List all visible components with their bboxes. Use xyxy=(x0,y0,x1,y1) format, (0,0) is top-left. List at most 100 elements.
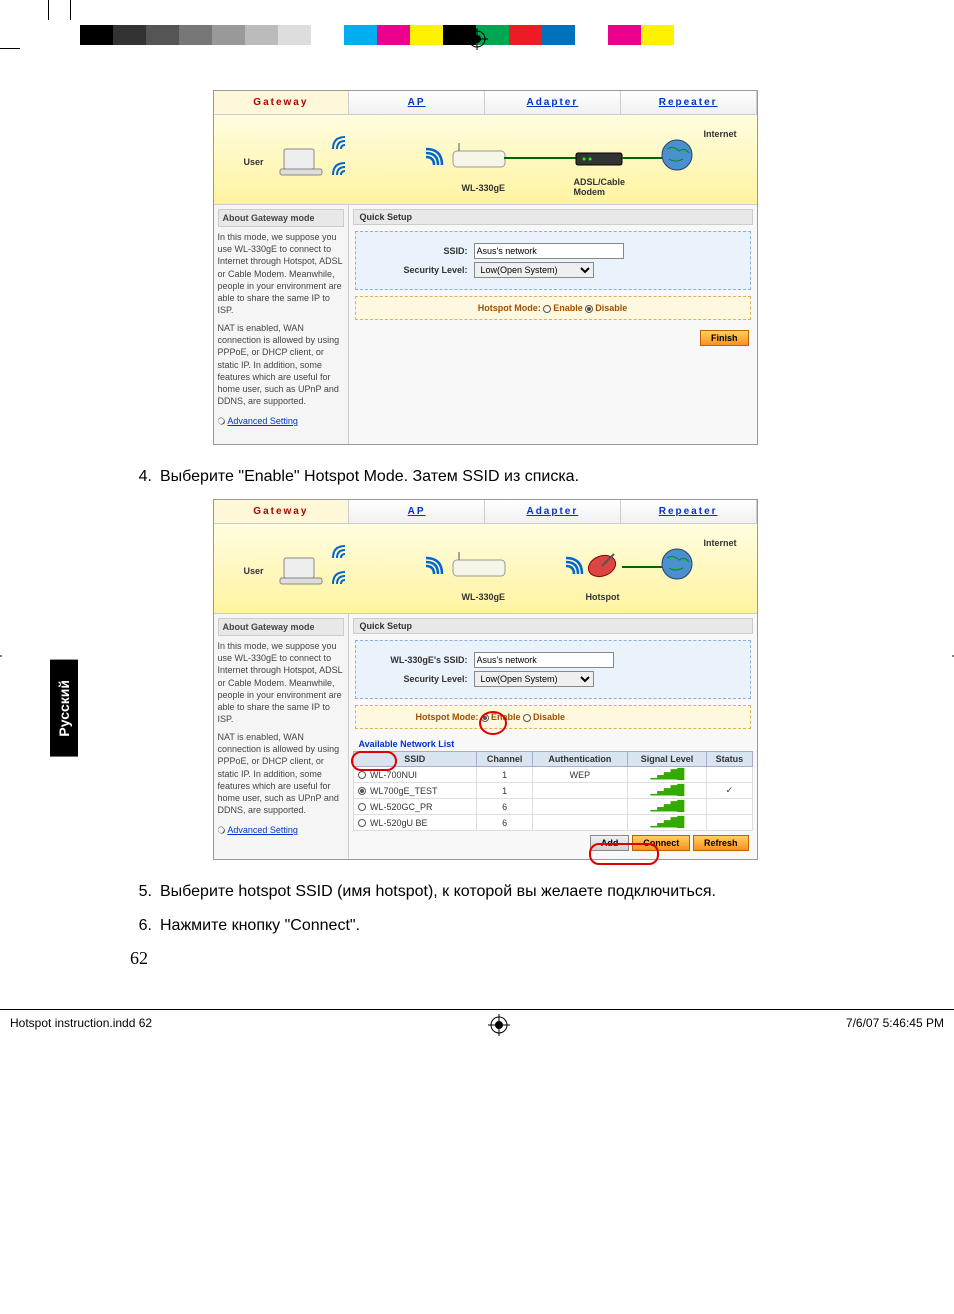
color-swatch xyxy=(179,25,212,45)
network-list-title: Available Network List xyxy=(353,735,753,751)
wifi-icon xyxy=(414,145,446,169)
sidebar-panel: About Gateway mode In this mode, we supp… xyxy=(214,205,349,444)
screenshot-1: Gateway AP Adapter Repeater User WL-330g… xyxy=(213,90,758,445)
laptop-icon xyxy=(276,554,326,590)
security-select[interactable]: Low(Open System) xyxy=(474,671,594,687)
tab-gateway[interactable]: Gateway xyxy=(214,500,350,523)
color-swatch xyxy=(311,25,344,45)
tab-ap[interactable]: AP xyxy=(349,500,485,523)
tab-repeater[interactable]: Repeater xyxy=(621,500,757,523)
tab-gateway[interactable]: Gateway xyxy=(214,91,350,114)
sidebar-title: About Gateway mode xyxy=(218,209,344,227)
tab-adapter[interactable]: Adapter xyxy=(485,91,621,114)
color-swatch xyxy=(212,25,245,45)
print-footer: Hotspot instruction.indd 62 7/6/07 5:46:… xyxy=(0,1009,954,1042)
label-user: User xyxy=(244,157,264,167)
footer-timestamp: 7/6/07 5:46:45 PM xyxy=(846,1016,944,1036)
step-6: 6. Нажмите кнопку "Connect". xyxy=(130,914,840,938)
table-row[interactable]: WL700gE_TEST1▁▃▅▇█✓ xyxy=(353,783,752,799)
label-device: WL-330gE xyxy=(462,183,506,193)
color-swatch xyxy=(146,25,179,45)
sidebar-text-1: In this mode, we suppose you use WL-330g… xyxy=(218,640,344,725)
color-swatch xyxy=(542,25,575,45)
finish-button[interactable]: Finish xyxy=(700,330,749,346)
table-row[interactable]: WL-520GC_PR6▁▃▅▇█ xyxy=(353,799,752,815)
wifi-icon xyxy=(414,554,446,578)
security-select[interactable]: Low(Open System) xyxy=(474,262,594,278)
step-4: 4. Выберите "Enable" Hotspot Mode. Затем… xyxy=(130,465,840,489)
color-swatch xyxy=(80,25,113,45)
wifi-icon xyxy=(329,159,357,179)
globe-icon xyxy=(659,137,695,173)
network-table: SSIDChannelAuthenticationSignal LevelSta… xyxy=(353,751,753,831)
radio-enable[interactable] xyxy=(481,714,489,722)
language-tab: Русский xyxy=(50,660,78,757)
router-icon xyxy=(449,552,509,582)
laptop-icon xyxy=(276,145,326,181)
main-panel-1: Quick Setup SSID: Security Level: Low(Op… xyxy=(349,205,757,444)
sidebar-panel: About Gateway mode In this mode, we supp… xyxy=(214,614,349,859)
color-swatch xyxy=(509,25,542,45)
network-diagram: User WL-330gE ADSL/Cable Modem Internet xyxy=(214,115,757,205)
wifi-icon xyxy=(329,542,357,562)
globe-icon xyxy=(659,546,695,582)
color-swatch xyxy=(377,25,410,45)
color-swatch xyxy=(278,25,311,45)
sidebar-text-2: NAT is enabled, WAN connection is allowe… xyxy=(218,731,344,816)
ssid-label: SSID: xyxy=(364,246,474,256)
color-swatch xyxy=(245,25,278,45)
color-bar xyxy=(80,25,674,45)
label-internet: Internet xyxy=(704,129,737,139)
main-panel-2: Quick Setup WL-330gE's SSID: Security Le… xyxy=(349,614,757,859)
security-label: Security Level: xyxy=(364,265,474,275)
label-user: User xyxy=(244,566,264,576)
radio-disable[interactable] xyxy=(585,305,593,313)
hotspot-label: Hotspot Mode: xyxy=(416,712,479,722)
table-header: SSID xyxy=(353,752,477,767)
add-button[interactable]: Add xyxy=(590,835,630,851)
tab-adapter[interactable]: Adapter xyxy=(485,500,621,523)
label-device: WL-330gE xyxy=(462,592,506,602)
panel-title: Quick Setup xyxy=(353,618,753,634)
refresh-button[interactable]: Refresh xyxy=(693,835,749,851)
radio-disable[interactable] xyxy=(523,714,531,722)
color-swatch xyxy=(641,25,674,45)
advanced-setting-link[interactable]: Advanced Setting xyxy=(227,416,298,426)
color-swatch xyxy=(608,25,641,45)
color-swatch xyxy=(575,25,608,45)
footer-filename: Hotspot instruction.indd 62 xyxy=(10,1016,152,1036)
dish-icon xyxy=(584,544,624,584)
ssid-input[interactable] xyxy=(474,652,614,668)
screenshot-2: Gateway AP Adapter Repeater User WL-330g… xyxy=(213,499,758,860)
advanced-setting-link[interactable]: Advanced Setting xyxy=(227,825,298,835)
sidebar-text-1: In this mode, we suppose you use WL-330g… xyxy=(218,231,344,316)
color-swatch xyxy=(344,25,377,45)
modem-icon xyxy=(574,147,624,169)
tab-ap[interactable]: AP xyxy=(349,91,485,114)
label-modem: ADSL/Cable Modem xyxy=(574,177,626,197)
table-row[interactable]: WL-520gU BE6▁▃▅▇█ xyxy=(353,815,752,831)
wifi-icon xyxy=(329,568,357,588)
tab-repeater[interactable]: Repeater xyxy=(621,91,757,114)
page-number: 62 xyxy=(130,948,840,969)
panel-title: Quick Setup xyxy=(353,209,753,225)
connect-button[interactable]: Connect xyxy=(632,835,690,851)
network-diagram-2: User WL-330gE Hotspot Internet xyxy=(214,524,757,614)
wifi-icon xyxy=(329,133,357,153)
sidebar-title: About Gateway mode xyxy=(218,618,344,636)
label-internet: Internet xyxy=(704,538,737,548)
color-swatch xyxy=(113,25,146,45)
table-header: Status xyxy=(707,752,752,767)
color-swatch xyxy=(410,25,443,45)
router-icon xyxy=(449,143,509,173)
step-5: 5. Выберите hotspot SSID (имя hotspot), … xyxy=(130,880,840,904)
security-label: Security Level: xyxy=(364,674,474,684)
hotspot-label: Hotspot Mode: xyxy=(478,303,541,313)
registration-mark-icon xyxy=(488,1014,510,1036)
table-row[interactable]: WL-700NUI1WEP▁▃▅▇█ xyxy=(353,767,752,783)
table-header: Authentication xyxy=(533,752,627,767)
radio-enable[interactable] xyxy=(543,305,551,313)
wifi-icon xyxy=(554,554,586,578)
ssid-input[interactable] xyxy=(474,243,624,259)
print-marks-top xyxy=(0,0,954,50)
